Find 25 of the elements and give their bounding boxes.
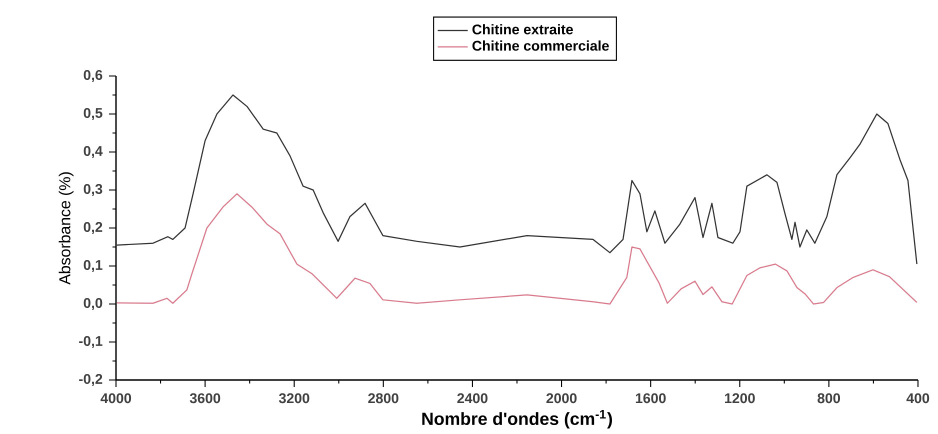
y-tick-label: 0,1 xyxy=(84,260,102,272)
line-series xyxy=(116,94,918,265)
line-series xyxy=(116,193,918,304)
x-tick-label: 1200 xyxy=(725,393,755,404)
y-tick-label: 0,6 xyxy=(84,70,102,82)
x-tick-label: 800 xyxy=(818,393,840,404)
x-tick-label: 400 xyxy=(906,393,930,404)
y-axis-title: Absorbance (%) xyxy=(58,172,74,285)
x-tick-label: 1600 xyxy=(636,393,666,404)
x-tick-label: 2800 xyxy=(368,393,398,404)
x-tick-label: 2000 xyxy=(546,393,577,404)
y-tick-label: -0,2 xyxy=(79,374,102,386)
y-tick-label: -0,1 xyxy=(79,336,102,348)
legend-label: Chitine commerciale xyxy=(472,40,609,51)
x-tick-label: 3200 xyxy=(278,393,310,404)
x-tick-label: 2400 xyxy=(457,393,488,404)
x-tick-label: 3600 xyxy=(190,393,220,404)
y-tick-label: 0,2 xyxy=(84,222,102,234)
y-tick-label: 0,5 xyxy=(84,108,102,120)
y-tick-label: 0,4 xyxy=(84,146,103,158)
legend-label: Chitine extraite xyxy=(472,24,573,34)
x-tick-label: 4000 xyxy=(100,393,132,404)
x-axis-title: Nombre d'ondes (cm$^{-1}$) xyxy=(422,410,612,428)
y-tick-label: 0,3 xyxy=(84,184,102,196)
y-tick-label: 0,0 xyxy=(84,298,102,310)
